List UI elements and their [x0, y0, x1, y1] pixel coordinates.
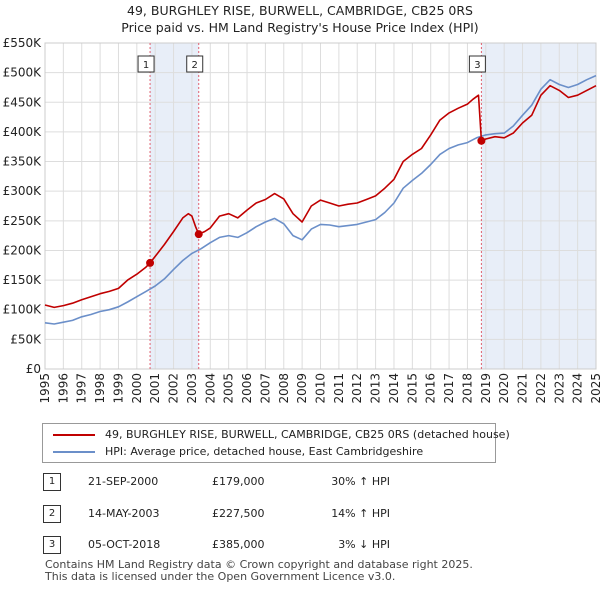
sale-point	[194, 230, 203, 239]
x-tick-label: 2011	[332, 373, 346, 404]
sale-marker-label: 2	[192, 60, 198, 71]
sale-date: 14-MAY-2003	[88, 507, 160, 520]
sale-number-badge: 2	[43, 505, 61, 523]
sale-point	[477, 136, 486, 145]
x-tick-label: 2003	[185, 373, 199, 404]
sale-price: £227,500	[212, 507, 265, 520]
chart-title: 49, BURGHLEY RISE, BURWELL, CAMBRIDGE, C…	[0, 2, 600, 36]
sale-number-badge: 1	[43, 473, 61, 491]
sale-number-badge: 3	[43, 536, 61, 554]
x-tick-label: 2001	[148, 373, 162, 404]
y-tick-label: £400K	[3, 125, 43, 139]
footer: Contains HM Land Registry data © Crown c…	[45, 559, 473, 583]
x-tick-label: 2006	[240, 373, 254, 404]
sale-marker-label: 1	[143, 60, 149, 71]
x-tick-label: 1997	[75, 373, 89, 404]
sale-hpi-delta: 14% ↑ HPI	[331, 507, 390, 520]
sale-price: £179,000	[212, 475, 265, 488]
y-tick-label: £500K	[3, 66, 43, 80]
x-tick-label: 2019	[479, 373, 493, 404]
chart-title-line2: Price paid vs. HM Land Registry's House …	[121, 20, 479, 35]
y-tick-label: £100K	[3, 303, 43, 317]
x-tick-label: 2005	[222, 373, 236, 404]
x-tick-label: 2002	[167, 373, 181, 404]
x-tick-label: 1999	[111, 373, 125, 404]
sale-hpi-delta: 30% ↑ HPI	[331, 475, 390, 488]
footer-copyright: Contains HM Land Registry data © Crown c…	[45, 558, 473, 571]
ownership-shade	[150, 43, 199, 369]
x-tick-label: 2024	[571, 373, 585, 404]
legend: 49, BURGHLEY RISE, BURWELL, CAMBRIDGE, C…	[42, 423, 510, 463]
legend-item-hpi: HPI: Average price, detached house, East…	[53, 444, 423, 460]
chart-title-line1: 49, BURGHLEY RISE, BURWELL, CAMBRIDGE, C…	[127, 3, 473, 18]
hpi-line	[44, 74, 597, 325]
x-tick-label: 2000	[130, 373, 144, 404]
sale-marker-badge	[137, 55, 155, 73]
x-tick-label: 2016	[424, 373, 438, 404]
x-tick-label: 2009	[295, 373, 309, 404]
x-tick-label: 2020	[497, 373, 511, 404]
sale-price: £385,000	[212, 538, 265, 551]
x-tick-label: 2012	[350, 373, 364, 404]
x-tick-label: 2004	[203, 373, 217, 404]
y-tick-label: £350K	[3, 155, 43, 169]
x-tick-label: 2013	[369, 373, 383, 404]
legend-swatch-hpi	[53, 451, 95, 453]
ownership-shade	[481, 43, 596, 369]
x-tick-label: 2022	[534, 373, 548, 404]
x-tick-label: 1995	[38, 373, 52, 404]
sale-date: 21-SEP-2000	[88, 475, 159, 488]
x-tick-label: 1996	[56, 373, 70, 404]
plot-frame	[44, 42, 597, 370]
property-price-line	[44, 84, 597, 309]
y-tick-label: £550K	[3, 36, 43, 50]
legend-swatch-property	[53, 434, 95, 436]
x-tick-label: 2018	[460, 373, 474, 404]
footer-licence: This data is licensed under the Open Gov…	[45, 570, 396, 583]
y-tick-label: £250K	[3, 214, 43, 228]
y-tick-label: £0	[26, 362, 41, 376]
sale-point	[146, 258, 155, 267]
y-tick-label: £50K	[10, 332, 42, 346]
y-tick-label: £450K	[3, 95, 43, 109]
x-tick-label: 2010	[314, 373, 328, 404]
x-tick-label: 1998	[93, 373, 107, 404]
y-tick-label: £300K	[3, 184, 43, 198]
x-tick-label: 2007	[258, 373, 272, 404]
x-tick-label: 2023	[552, 373, 566, 404]
legend-label-hpi: HPI: Average price, detached house, East…	[105, 445, 424, 458]
sale-hpi-delta: 3% ↓ HPI	[338, 538, 390, 551]
x-tick-label: 2014	[387, 373, 401, 404]
price-chart: £0 £50K £100K £150K £200K £250K £300K £350K £400…	[3, 36, 600, 404]
x-tick-label: 2021	[516, 373, 530, 404]
x-tick-label: 2017	[442, 373, 456, 404]
y-tick-label: £150K	[3, 273, 43, 287]
x-tick-label: 2025	[589, 373, 600, 404]
x-tick-label: 2008	[277, 373, 291, 404]
y-tick-label: £200K	[3, 243, 43, 257]
sale-marker-badge	[186, 55, 204, 73]
sale-marker-badge	[468, 55, 486, 73]
legend-item-property: 49, BURGHLEY RISE, BURWELL, CAMBRIDGE, C…	[53, 427, 510, 443]
x-tick-label: 2015	[405, 373, 419, 404]
sale-date: 05-OCT-2018	[88, 538, 161, 551]
sale-marker-label: 3	[474, 60, 480, 71]
legend-label-property: 49, BURGHLEY RISE, BURWELL, CAMBRIDGE, C…	[105, 428, 510, 441]
